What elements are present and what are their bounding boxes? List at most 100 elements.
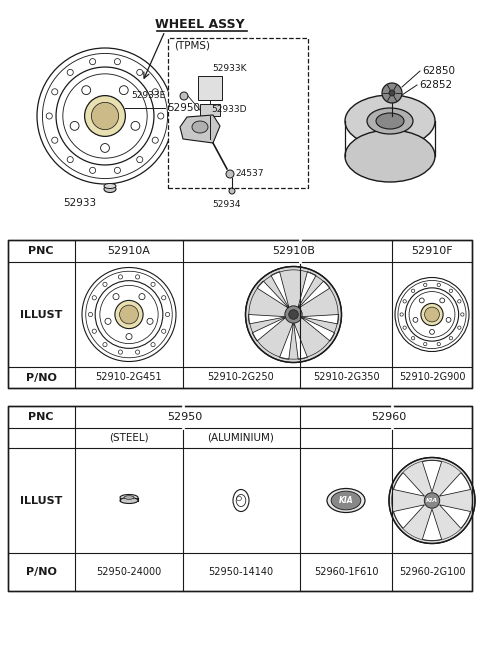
Circle shape [400,313,403,316]
Circle shape [113,294,119,300]
Polygon shape [271,272,289,309]
Circle shape [103,342,107,347]
Circle shape [67,70,73,75]
Bar [198,76,222,100]
Circle shape [411,337,415,340]
Circle shape [120,305,138,324]
Circle shape [114,167,120,173]
Ellipse shape [124,496,134,499]
Circle shape [135,350,140,354]
Circle shape [67,157,73,163]
Circle shape [84,96,125,136]
Circle shape [403,326,407,329]
Circle shape [413,318,418,322]
Polygon shape [248,314,287,324]
Ellipse shape [367,108,413,134]
Ellipse shape [376,113,404,129]
Polygon shape [252,317,287,341]
Circle shape [424,493,440,508]
Text: (ALUMINIUM): (ALUMINIUM) [207,433,275,443]
Bar [8,406,472,591]
Text: 52950: 52950 [167,103,200,113]
Ellipse shape [104,186,116,192]
Text: 52910A: 52910A [108,246,150,256]
Circle shape [226,170,234,178]
Text: (STEEL): (STEEL) [109,433,149,443]
Text: KIA: KIA [426,498,438,503]
Text: 52950: 52950 [168,412,203,422]
Circle shape [103,282,107,287]
Circle shape [423,283,427,287]
Text: PNC: PNC [28,412,54,422]
Circle shape [152,137,158,143]
Circle shape [137,157,143,163]
Text: 52933D: 52933D [211,104,247,113]
Circle shape [449,337,453,340]
Circle shape [46,113,52,119]
Circle shape [411,289,415,293]
Circle shape [423,342,427,346]
Ellipse shape [345,130,435,182]
Text: 24537: 24537 [235,169,264,178]
Text: 52960-1F610: 52960-1F610 [314,567,378,577]
Text: P/NO: P/NO [25,567,57,577]
Polygon shape [422,509,442,541]
Circle shape [382,83,402,103]
Text: PNC: PNC [28,246,54,256]
Circle shape [285,306,302,323]
Circle shape [52,137,58,143]
Text: 52910F: 52910F [411,246,453,256]
Polygon shape [180,115,220,143]
Circle shape [151,342,155,347]
Circle shape [105,318,111,324]
Circle shape [430,329,434,335]
Ellipse shape [345,95,435,147]
Text: 52960-2G100: 52960-2G100 [399,567,465,577]
Circle shape [90,167,96,173]
Polygon shape [440,473,470,496]
Circle shape [162,329,166,333]
Circle shape [118,275,122,279]
Circle shape [162,296,166,300]
Polygon shape [293,321,308,359]
Text: ILLUST: ILLUST [20,310,62,319]
Text: 52950-24000: 52950-24000 [96,567,162,577]
Text: 52950-14140: 52950-14140 [208,567,274,577]
Text: (TPMS): (TPMS) [174,41,210,51]
Circle shape [457,326,461,329]
Circle shape [118,350,122,354]
Text: 52910-2G900: 52910-2G900 [399,373,465,382]
Text: 52910-2G451: 52910-2G451 [96,373,162,382]
Circle shape [135,275,140,279]
Polygon shape [422,461,442,492]
Circle shape [389,457,475,544]
Circle shape [92,329,96,333]
Circle shape [245,266,341,363]
Circle shape [139,294,145,300]
Circle shape [131,121,140,131]
Polygon shape [300,314,338,324]
FancyBboxPatch shape [168,38,308,188]
Ellipse shape [120,495,138,501]
Circle shape [137,70,143,75]
Text: 52933K: 52933K [212,64,247,73]
Polygon shape [298,281,330,309]
Circle shape [389,90,395,96]
Text: 52933E: 52933E [132,91,166,100]
Polygon shape [300,317,335,341]
Circle shape [461,313,464,316]
Text: 52910-2G350: 52910-2G350 [312,373,379,382]
Circle shape [120,86,128,94]
Circle shape [180,92,188,100]
Circle shape [288,310,298,319]
Circle shape [457,300,461,303]
Polygon shape [394,505,424,528]
Text: ILLUST: ILLUST [20,495,62,506]
Circle shape [88,312,93,317]
Text: 62850: 62850 [422,66,455,76]
Text: WHEEL ASSY: WHEEL ASSY [155,18,245,31]
Circle shape [449,289,453,293]
Circle shape [437,342,441,346]
Bar [8,240,472,388]
Bar [200,104,220,116]
